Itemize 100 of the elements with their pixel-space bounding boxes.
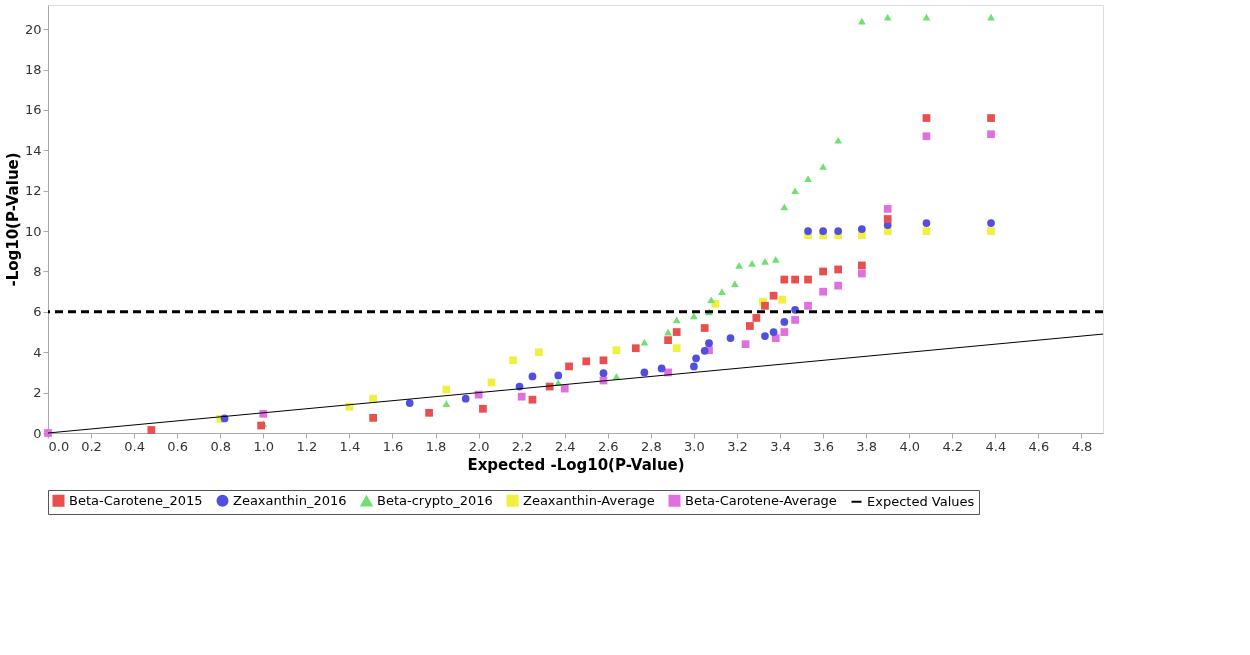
- point: [769, 328, 778, 336]
- y-tick-label: 16: [24, 102, 42, 118]
- point: [780, 275, 789, 284]
- x-tick-label: 0.0: [48, 438, 70, 454]
- y-tick-label: 10: [24, 223, 42, 239]
- point: [718, 288, 726, 296]
- point: [560, 384, 569, 393]
- point: [664, 336, 672, 345]
- x-tick-label: 4.0: [899, 438, 921, 454]
- point: [987, 227, 995, 235]
- point: [761, 258, 769, 265]
- point: [707, 296, 716, 304]
- x-tick-label: 4.4: [985, 438, 1007, 454]
- x-tick-label: 4.8: [1071, 438, 1093, 454]
- point: [804, 275, 812, 284]
- point: [528, 372, 537, 381]
- point: [442, 385, 451, 394]
- y-tick-label: 20: [24, 21, 42, 37]
- point: [780, 203, 789, 211]
- point: [672, 316, 681, 324]
- x-tick-label: 1.0: [253, 438, 275, 454]
- point: [599, 369, 608, 378]
- point: [692, 354, 700, 363]
- y-tick-label: 18: [24, 62, 42, 78]
- legend-label: Beta-Carotene-Average: [685, 492, 837, 508]
- point: [769, 291, 778, 300]
- point: [672, 344, 681, 353]
- x-tick-label: 1.2: [296, 438, 318, 454]
- point: [987, 219, 995, 227]
- point: [791, 316, 799, 324]
- x-tick-label: 2.0: [468, 438, 490, 454]
- point: [922, 114, 931, 122]
- point: [631, 344, 640, 353]
- point: [791, 275, 799, 284]
- point: [479, 404, 487, 413]
- point: [565, 362, 573, 371]
- point: [791, 187, 799, 195]
- point: [735, 262, 744, 269]
- legend-label: Zeaxanthin-Average: [523, 492, 655, 508]
- point: [517, 392, 526, 401]
- y-tick-label: 0: [33, 425, 42, 441]
- x-tick-label: 2.6: [597, 438, 619, 454]
- point: [857, 261, 866, 270]
- point: [834, 136, 843, 144]
- point: [922, 227, 931, 235]
- point: [834, 281, 843, 290]
- point: [987, 130, 995, 139]
- x-tick-label: 3.8: [856, 438, 878, 454]
- y-tick-label: 8: [33, 263, 42, 279]
- x-tick-label: 0.4: [124, 438, 145, 454]
- point: [690, 312, 698, 320]
- point: [746, 322, 754, 330]
- x-tick-label: 3.0: [684, 438, 705, 454]
- x-tick-label: 3.4: [770, 438, 791, 454]
- point: [804, 301, 812, 310]
- x-tick-label: 1.6: [382, 438, 404, 454]
- x-tick-label: 0.8: [210, 438, 232, 454]
- point: [804, 227, 812, 235]
- point: [752, 314, 761, 322]
- point: [612, 346, 621, 355]
- point: [922, 219, 931, 227]
- point: [700, 346, 709, 355]
- point: [778, 295, 787, 304]
- point: [761, 301, 769, 310]
- point: [657, 364, 666, 373]
- point: [819, 287, 827, 296]
- point: [730, 280, 739, 287]
- y-tick-label: 14: [24, 142, 42, 158]
- point: [771, 256, 780, 263]
- x-tick-label: 1.8: [425, 438, 447, 454]
- x-tick-label: 4.6: [1028, 438, 1050, 454]
- point: [690, 362, 698, 371]
- point: [761, 332, 769, 340]
- point: [819, 227, 827, 235]
- point: [535, 348, 543, 357]
- x-tick-label: 3.2: [727, 438, 748, 454]
- point: [705, 339, 713, 348]
- x-tick-label: 2.4: [554, 438, 576, 454]
- point: [741, 340, 750, 349]
- point: [834, 265, 843, 274]
- legend-label: Zeaxanthin_2016: [233, 492, 347, 508]
- x-tick-label: 2.8: [641, 438, 662, 454]
- point: [883, 215, 892, 223]
- x-axis-title: Expected -Log10(P-Value): [467, 455, 685, 474]
- point: [461, 394, 470, 403]
- point: [857, 269, 866, 278]
- x-tick-label: 3.6: [813, 438, 834, 454]
- x-tick-label: 0.6: [167, 438, 189, 454]
- y-tick-label: 6: [33, 304, 42, 320]
- x-tick-label: 0.2: [81, 438, 102, 454]
- point: [369, 413, 377, 422]
- point: [922, 132, 931, 141]
- point: [804, 175, 812, 182]
- point: [640, 338, 649, 346]
- point: [780, 328, 789, 336]
- point: [425, 408, 433, 417]
- point: [700, 324, 709, 332]
- point: [819, 267, 827, 276]
- point: [857, 225, 866, 233]
- legend-label: Expected Values: [867, 493, 975, 509]
